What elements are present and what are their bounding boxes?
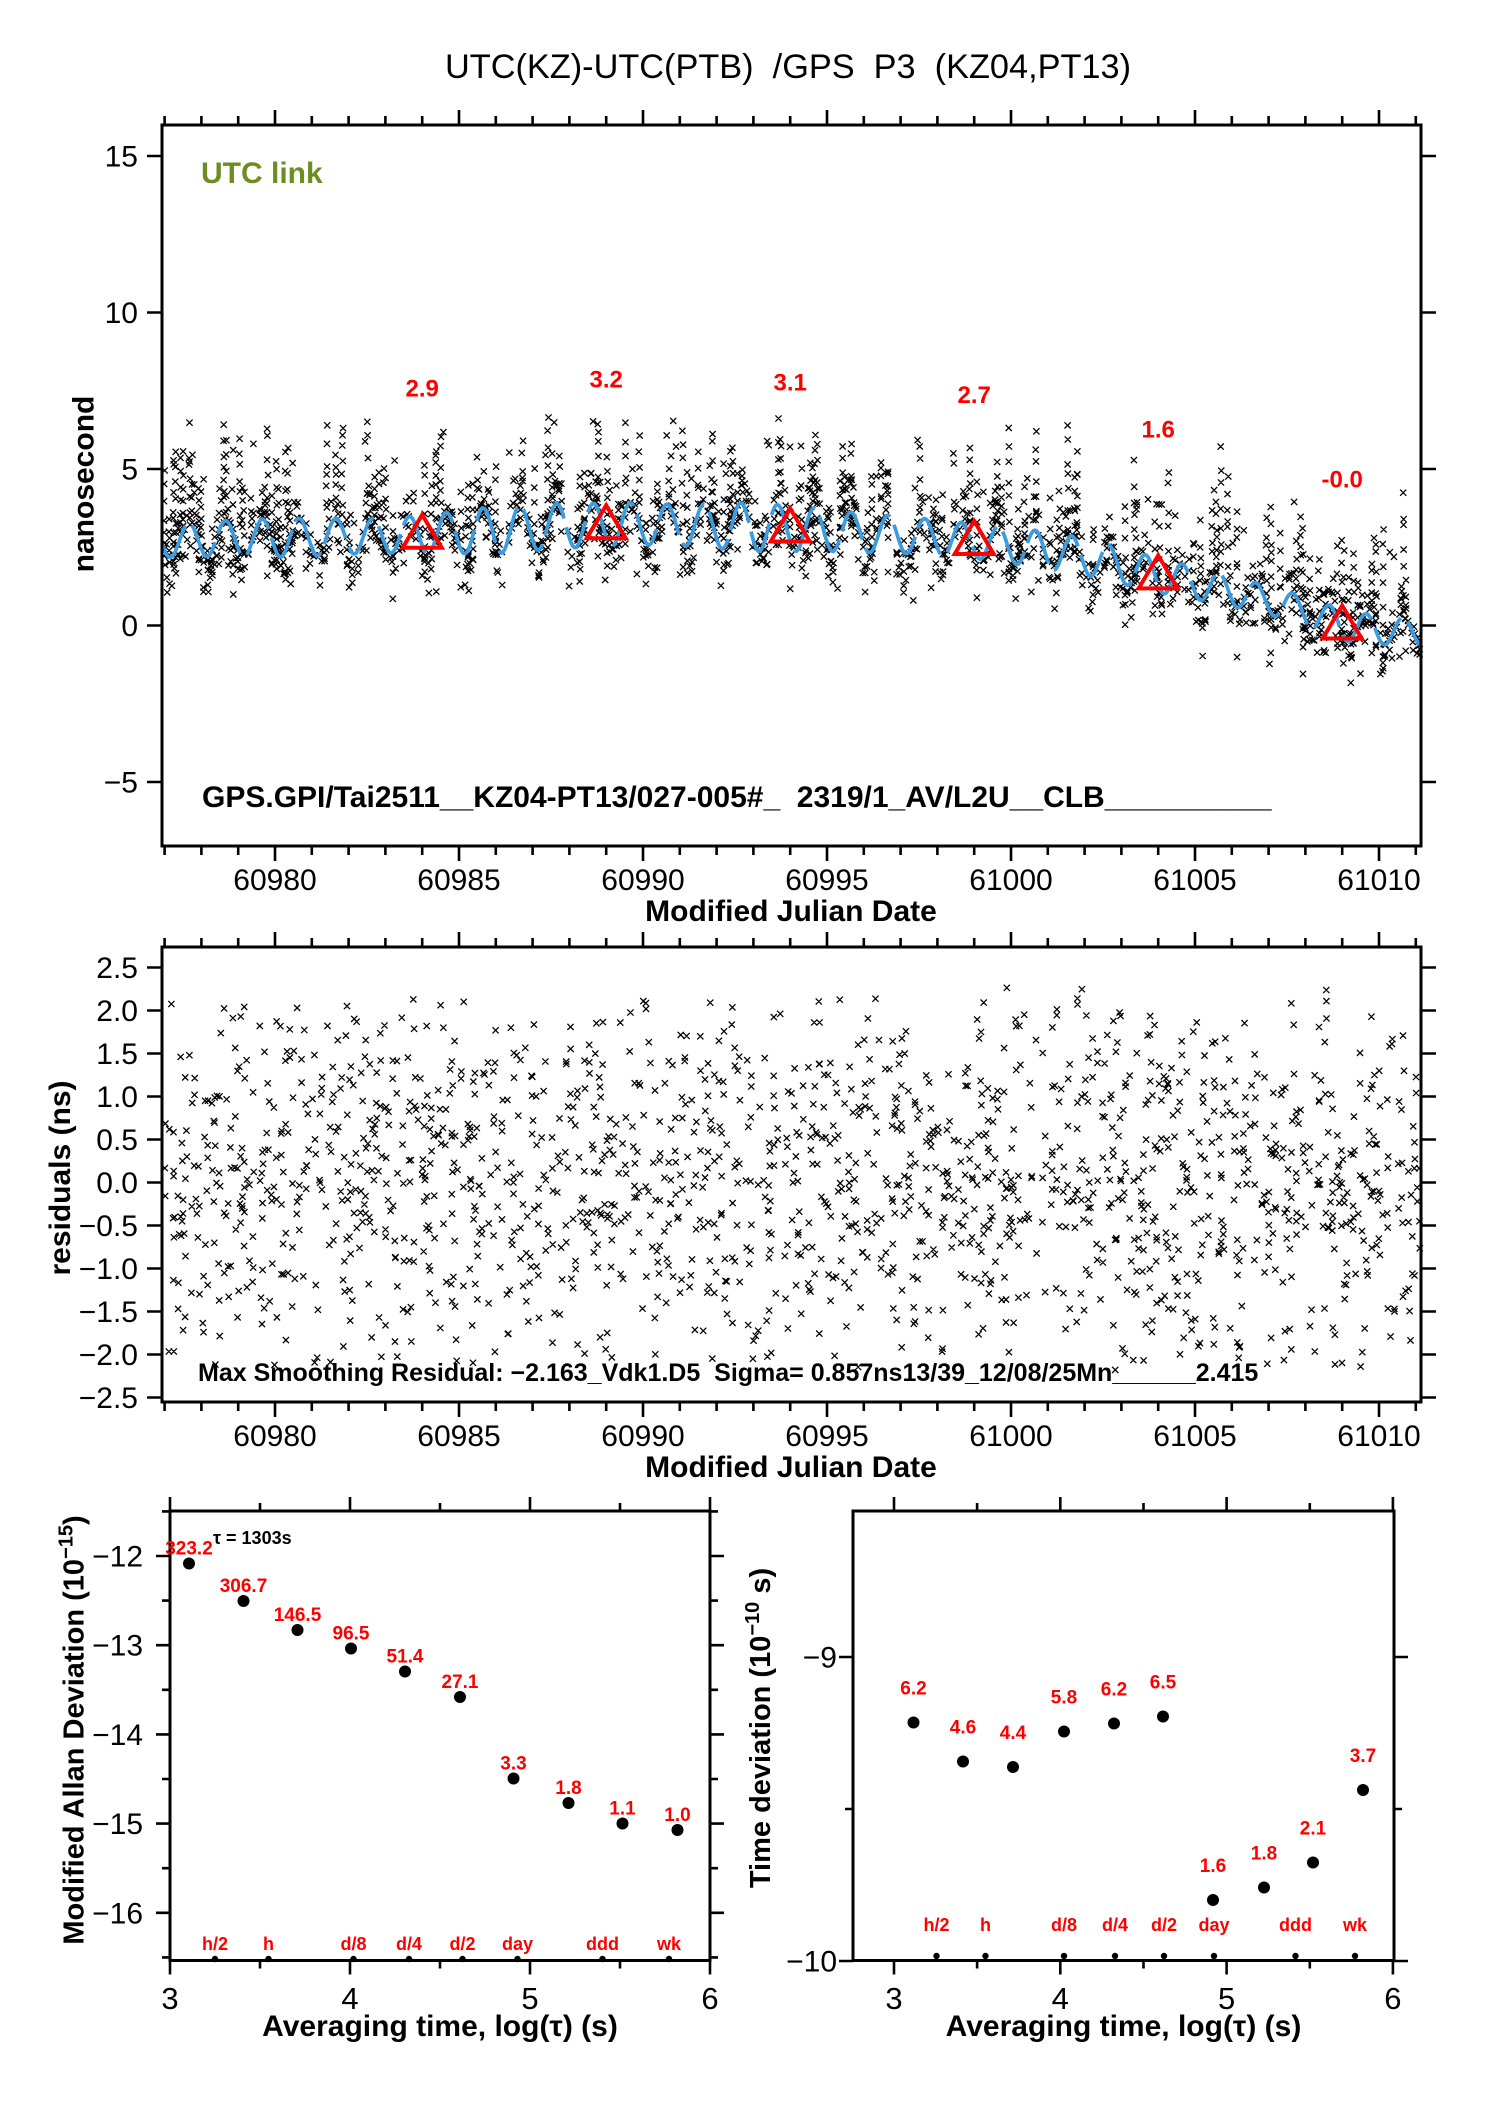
svg-text:3: 3 [161, 1981, 178, 2016]
svg-text:6.2: 6.2 [900, 1679, 926, 1700]
svg-text:60985: 60985 [417, 1420, 500, 1453]
svg-text:5: 5 [521, 1981, 538, 2016]
svg-text:τ = 1303s: τ = 1303s [213, 1528, 292, 1548]
svg-text:3.3: 3.3 [500, 1754, 526, 1775]
svg-text:Modified Allan Deviation (10−1: Modified Allan Deviation (10−15) [56, 1515, 91, 1944]
svg-text:d/8: d/8 [1051, 1915, 1077, 1935]
svg-text:GPS.GPI/Tai2511__KZ04-PT13/027: GPS.GPI/Tai2511__KZ04-PT13/027-005#_ 231… [202, 781, 1272, 814]
svg-text:−13: −13 [92, 1630, 143, 1663]
svg-text:4: 4 [341, 1981, 358, 2016]
svg-text:27.1: 27.1 [442, 1672, 479, 1693]
svg-text:−0.5: −0.5 [79, 1210, 138, 1243]
svg-text:day: day [1198, 1915, 1229, 1935]
svg-text:323.2: 323.2 [165, 1539, 213, 1560]
svg-text:61000: 61000 [969, 864, 1052, 897]
svg-text:Averaging time, log(τ) (s): Averaging time, log(τ) (s) [262, 2010, 618, 2043]
svg-text:−5: −5 [104, 767, 138, 800]
svg-text:UTC link: UTC link [201, 157, 323, 190]
svg-text:2.9: 2.9 [406, 376, 439, 403]
svg-text:1.0: 1.0 [96, 1081, 138, 1114]
svg-text:15: 15 [105, 141, 138, 174]
svg-text:1.1: 1.1 [609, 1799, 636, 1820]
svg-text:ddd: ddd [586, 1934, 619, 1954]
svg-text:0.5: 0.5 [96, 1124, 138, 1157]
svg-text:3: 3 [885, 1981, 902, 2016]
svg-text:h: h [980, 1915, 991, 1935]
svg-text:wk: wk [1342, 1915, 1368, 1935]
svg-text:1.6: 1.6 [1142, 416, 1175, 443]
svg-text:6: 6 [1384, 1981, 1401, 2016]
svg-text:1.0: 1.0 [664, 1805, 690, 1826]
svg-text:−10: −10 [786, 1946, 837, 1979]
svg-text:−12: −12 [92, 1541, 143, 1574]
svg-text:5: 5 [1218, 1981, 1235, 2016]
svg-text:60995: 60995 [785, 864, 868, 897]
svg-text:h/2: h/2 [923, 1915, 949, 1935]
svg-text:d/2: d/2 [449, 1934, 475, 1954]
svg-text:day: day [502, 1934, 533, 1954]
svg-text:2.1: 2.1 [1300, 1819, 1327, 1840]
svg-text:61000: 61000 [969, 1420, 1052, 1453]
svg-text:4.6: 4.6 [950, 1718, 976, 1739]
svg-text:61010: 61010 [1337, 864, 1420, 897]
svg-text:51.4: 51.4 [387, 1647, 424, 1668]
svg-text:1.8: 1.8 [555, 1778, 581, 1799]
svg-text:3.2: 3.2 [590, 366, 623, 393]
svg-text:d/8: d/8 [340, 1934, 366, 1954]
svg-text:4: 4 [1052, 1981, 1069, 2016]
svg-text:96.5: 96.5 [333, 1624, 370, 1645]
svg-text:Modified Julian Date: Modified Julian Date [645, 1451, 937, 1484]
svg-text:3.7: 3.7 [1350, 1746, 1376, 1767]
svg-text:ddd: ddd [1279, 1915, 1312, 1935]
svg-text:60995: 60995 [785, 1420, 868, 1453]
svg-text:Max Smoothing Residual: −2.163: Max Smoothing Residual: −2.163_Vdk1.D5 S… [198, 1359, 1258, 1387]
svg-text:nanosecond: nanosecond [68, 396, 101, 573]
svg-text:−14: −14 [92, 1719, 143, 1752]
svg-text:−2.0: −2.0 [79, 1339, 138, 1372]
svg-text:Averaging time, log(τ) (s): Averaging time, log(τ) (s) [946, 2010, 1302, 2043]
svg-text:60980: 60980 [233, 864, 316, 897]
svg-text:5.8: 5.8 [1051, 1688, 1077, 1709]
svg-text:d/2: d/2 [1151, 1915, 1177, 1935]
svg-text:residuals (ns): residuals (ns) [44, 1080, 77, 1275]
svg-text:6.5: 6.5 [1150, 1673, 1177, 1694]
svg-text:61005: 61005 [1153, 864, 1236, 897]
svg-text:−1.5: −1.5 [79, 1296, 138, 1329]
svg-text:146.5: 146.5 [274, 1605, 322, 1626]
svg-text:UTC(KZ)-UTC(PTB) /GPS P3 (K: UTC(KZ)-UTC(PTB) /GPS P3 (KZ04,PT13) [445, 48, 1131, 86]
svg-text:−15: −15 [92, 1808, 143, 1841]
svg-text:3.1: 3.1 [774, 369, 807, 396]
svg-text:4.4: 4.4 [1000, 1723, 1027, 1744]
svg-text:6.2: 6.2 [1101, 1680, 1127, 1701]
svg-text:5: 5 [121, 454, 138, 487]
svg-text:2.7: 2.7 [958, 382, 991, 409]
svg-text:60990: 60990 [601, 864, 684, 897]
svg-text:d/4: d/4 [1102, 1915, 1128, 1935]
svg-text:60980: 60980 [233, 1420, 316, 1453]
svg-text:60985: 60985 [417, 864, 500, 897]
svg-text:61010: 61010 [1337, 1420, 1420, 1453]
svg-text:Modified Julian Date: Modified Julian Date [645, 895, 937, 928]
svg-text:h: h [263, 1934, 274, 1954]
svg-text:−16: −16 [92, 1897, 143, 1930]
svg-text:wk: wk [656, 1934, 682, 1954]
svg-text:10: 10 [105, 297, 138, 330]
svg-text:h/2: h/2 [202, 1934, 228, 1954]
svg-text:6: 6 [701, 1981, 718, 2016]
svg-text:61005: 61005 [1153, 1420, 1236, 1453]
svg-text:306.7: 306.7 [220, 1576, 268, 1597]
svg-text:1.5: 1.5 [96, 1038, 138, 1071]
svg-text:-0.0: -0.0 [1322, 467, 1363, 494]
svg-text:2.5: 2.5 [96, 952, 138, 985]
svg-text:−9: −9 [803, 1642, 837, 1675]
svg-text:0: 0 [121, 610, 138, 643]
svg-text:1.8: 1.8 [1251, 1844, 1277, 1865]
svg-text:60990: 60990 [601, 1420, 684, 1453]
svg-text:2.0: 2.0 [96, 995, 138, 1028]
svg-text:−2.5: −2.5 [79, 1382, 138, 1415]
svg-text:−1.0: −1.0 [79, 1253, 138, 1286]
svg-text:0.0: 0.0 [96, 1167, 138, 1200]
svg-text:d/4: d/4 [396, 1934, 422, 1954]
svg-text:1.6: 1.6 [1200, 1856, 1226, 1877]
